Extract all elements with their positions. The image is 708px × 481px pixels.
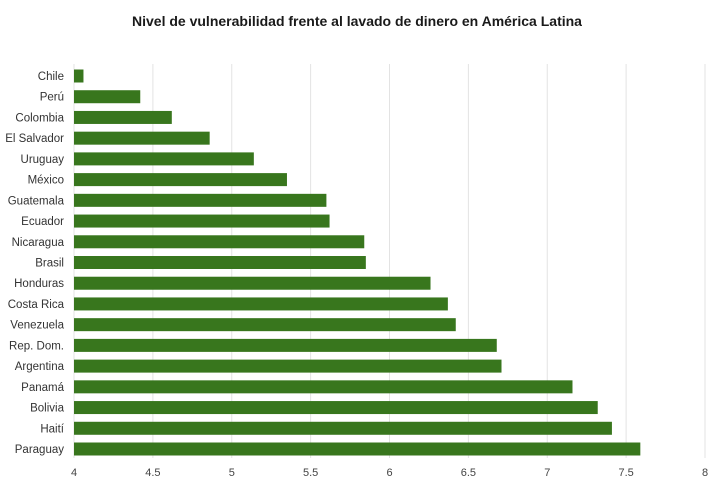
category-label: Venezuela (10, 320, 64, 332)
category-label: Ecuador (21, 216, 64, 228)
category-label: Honduras (14, 278, 64, 290)
bar (74, 131, 210, 145)
category-label: Haití (40, 423, 64, 435)
category-label: Bolivia (30, 403, 64, 415)
gridlines (73, 64, 706, 458)
x-tick-label: 8 (702, 467, 708, 479)
category-label: Guatemala (8, 195, 65, 207)
bar (74, 214, 330, 228)
bar (74, 69, 84, 83)
bar (74, 338, 497, 352)
x-tick-label: 6.5 (461, 467, 476, 479)
x-tick-label: 4 (71, 467, 77, 479)
bar (74, 152, 254, 166)
category-label: Nicaragua (12, 237, 65, 249)
bar (74, 110, 172, 124)
category-label: Perú (40, 92, 64, 104)
x-tick-label: 5 (229, 467, 235, 479)
category-labels: Chile Perú Colombia El Salvador Uruguay Méxic… (5, 71, 65, 456)
bar (74, 193, 327, 207)
category-label: Rep. Dom. (9, 340, 64, 352)
bar (74, 359, 502, 373)
bar (74, 442, 641, 456)
category-label: El Salvador (5, 133, 64, 145)
category-label: México (28, 175, 64, 187)
x-axis-tick-labels: 4 4.5 5 5.5 6 6.5 7 7.5 8 (71, 467, 708, 479)
bar (74, 297, 448, 311)
bar (74, 401, 598, 415)
category-label: Argentina (15, 361, 65, 373)
bar (74, 173, 287, 187)
category-label: Chile (38, 71, 64, 83)
bar (74, 318, 456, 332)
bar (74, 276, 431, 290)
category-label: Panamá (21, 382, 64, 394)
bar (74, 421, 612, 435)
x-tick-label: 6 (386, 467, 392, 479)
chart-title: Nivel de vulnerabilidad frente al lavado… (132, 13, 582, 29)
x-tick-label: 4.5 (145, 467, 160, 479)
category-label: Colombia (15, 112, 64, 124)
bar (74, 235, 365, 249)
category-label: Uruguay (21, 154, 65, 166)
bar (74, 90, 141, 104)
category-label: Brasil (35, 258, 64, 270)
category-label: Costa Rica (8, 299, 65, 311)
category-label: Paraguay (15, 444, 64, 456)
x-tick-label: 5.5 (303, 467, 318, 479)
bar (74, 256, 366, 269)
x-tick-label: 7 (544, 467, 550, 479)
bars (74, 69, 641, 456)
x-tick-label: 7.5 (618, 467, 633, 479)
bar (74, 380, 573, 394)
